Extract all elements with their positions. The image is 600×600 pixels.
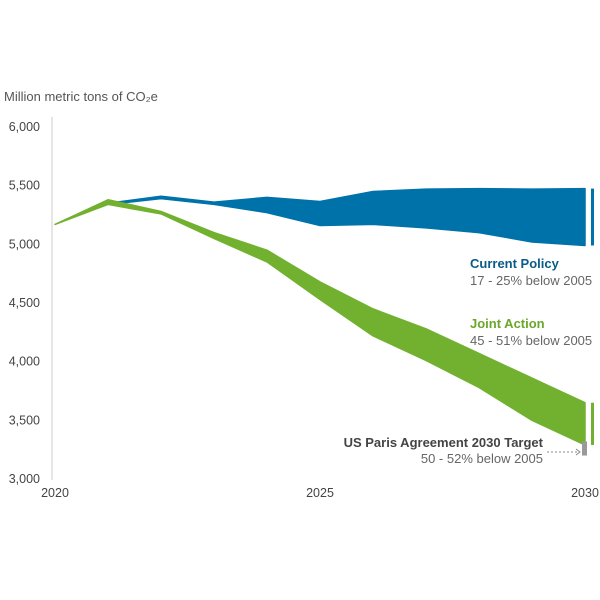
label-paris-target: US Paris Agreement 2030 Target 50 - 52% … bbox=[344, 435, 581, 466]
x-tick-label: 2030 bbox=[571, 486, 599, 500]
y-tick-label: 4,000 bbox=[9, 355, 40, 369]
paris-target-title: US Paris Agreement 2030 Target bbox=[344, 435, 544, 450]
label-joint-action: Joint Action 45 - 51% below 2005 bbox=[470, 316, 592, 348]
range-bar-current-policy bbox=[591, 188, 594, 246]
y-tick-label: 6,000 bbox=[9, 120, 40, 134]
target-arrowhead bbox=[575, 448, 581, 456]
range-bar-joint-action bbox=[591, 402, 594, 445]
y-axis-label: Million metric tons of CO₂e bbox=[4, 89, 158, 104]
current-policy-title: Current Policy bbox=[470, 256, 560, 271]
x-tick-label: 2020 bbox=[41, 486, 69, 500]
band-joint-action bbox=[54, 198, 586, 446]
x-tick-label: 2025 bbox=[306, 486, 334, 500]
y-tick-label: 3,000 bbox=[9, 472, 40, 486]
paris-target-bar bbox=[582, 441, 587, 456]
joint-action-subtitle: 45 - 51% below 2005 bbox=[470, 333, 592, 348]
band-current-policy bbox=[107, 187, 586, 247]
label-current-policy: Current Policy 17 - 25% below 2005 bbox=[470, 256, 592, 288]
y-tick-label: 4,500 bbox=[9, 296, 40, 310]
y-tick-label: 3,500 bbox=[9, 413, 40, 427]
y-tick-label: 5,500 bbox=[9, 179, 40, 193]
paris-target-subtitle: 50 - 52% below 2005 bbox=[421, 451, 543, 466]
y-tick-label: 5,000 bbox=[9, 237, 40, 251]
joint-action-title: Joint Action bbox=[470, 316, 545, 331]
current-policy-subtitle: 17 - 25% below 2005 bbox=[470, 273, 592, 288]
